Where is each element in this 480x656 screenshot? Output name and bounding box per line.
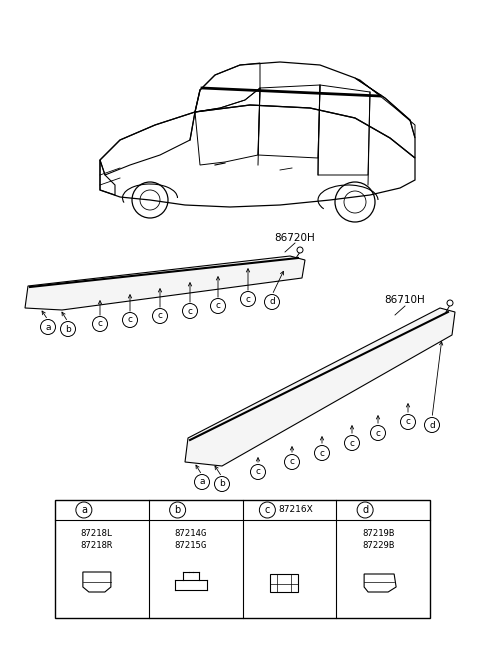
Circle shape [215, 476, 229, 491]
Circle shape [240, 291, 255, 306]
Text: c: c [375, 428, 381, 438]
Circle shape [211, 298, 226, 314]
Text: a: a [81, 505, 87, 515]
Text: 86710H: 86710H [384, 295, 425, 305]
Text: a: a [45, 323, 51, 331]
Text: 87218R: 87218R [81, 541, 113, 550]
Circle shape [182, 304, 197, 319]
Text: 87229B: 87229B [362, 541, 394, 550]
Circle shape [169, 502, 186, 518]
Bar [270, 574, 299, 592]
Text: 87218L: 87218L [81, 529, 113, 539]
Text: b: b [219, 480, 225, 489]
Circle shape [251, 464, 265, 480]
Text: c: c [320, 449, 324, 457]
Circle shape [76, 502, 92, 518]
Circle shape [122, 312, 137, 327]
Circle shape [285, 455, 300, 470]
Text: b: b [175, 505, 181, 515]
Circle shape [447, 300, 453, 306]
Text: c: c [289, 457, 295, 466]
Circle shape [297, 247, 303, 253]
Text: c: c [245, 295, 251, 304]
Text: c: c [157, 312, 163, 321]
Polygon shape [25, 256, 305, 310]
Circle shape [60, 321, 75, 337]
Text: d: d [429, 420, 435, 430]
Circle shape [259, 502, 276, 518]
Text: 87215G: 87215G [175, 541, 207, 550]
Text: a: a [199, 478, 205, 487]
Circle shape [93, 316, 108, 331]
Circle shape [400, 415, 416, 430]
Circle shape [357, 502, 373, 518]
Text: 87214G: 87214G [175, 529, 207, 539]
Circle shape [371, 426, 385, 440]
Text: c: c [264, 505, 270, 515]
Circle shape [194, 474, 209, 489]
Circle shape [40, 319, 56, 335]
Polygon shape [185, 308, 455, 466]
Text: c: c [188, 306, 192, 316]
Text: c: c [255, 468, 261, 476]
Circle shape [314, 445, 329, 461]
Text: d: d [362, 505, 368, 515]
Circle shape [424, 417, 440, 432]
Text: 86720H: 86720H [275, 233, 315, 243]
Text: b: b [65, 325, 71, 333]
Text: c: c [128, 316, 132, 325]
Circle shape [153, 308, 168, 323]
Text: c: c [349, 438, 355, 447]
Circle shape [264, 295, 279, 310]
Circle shape [345, 436, 360, 451]
Text: c: c [216, 302, 220, 310]
Text: c: c [97, 319, 103, 329]
Text: d: d [269, 298, 275, 306]
Text: c: c [406, 417, 410, 426]
Bar [55, 500, 430, 618]
Text: 87216X: 87216X [278, 506, 313, 514]
Text: 87219B: 87219B [362, 529, 394, 539]
